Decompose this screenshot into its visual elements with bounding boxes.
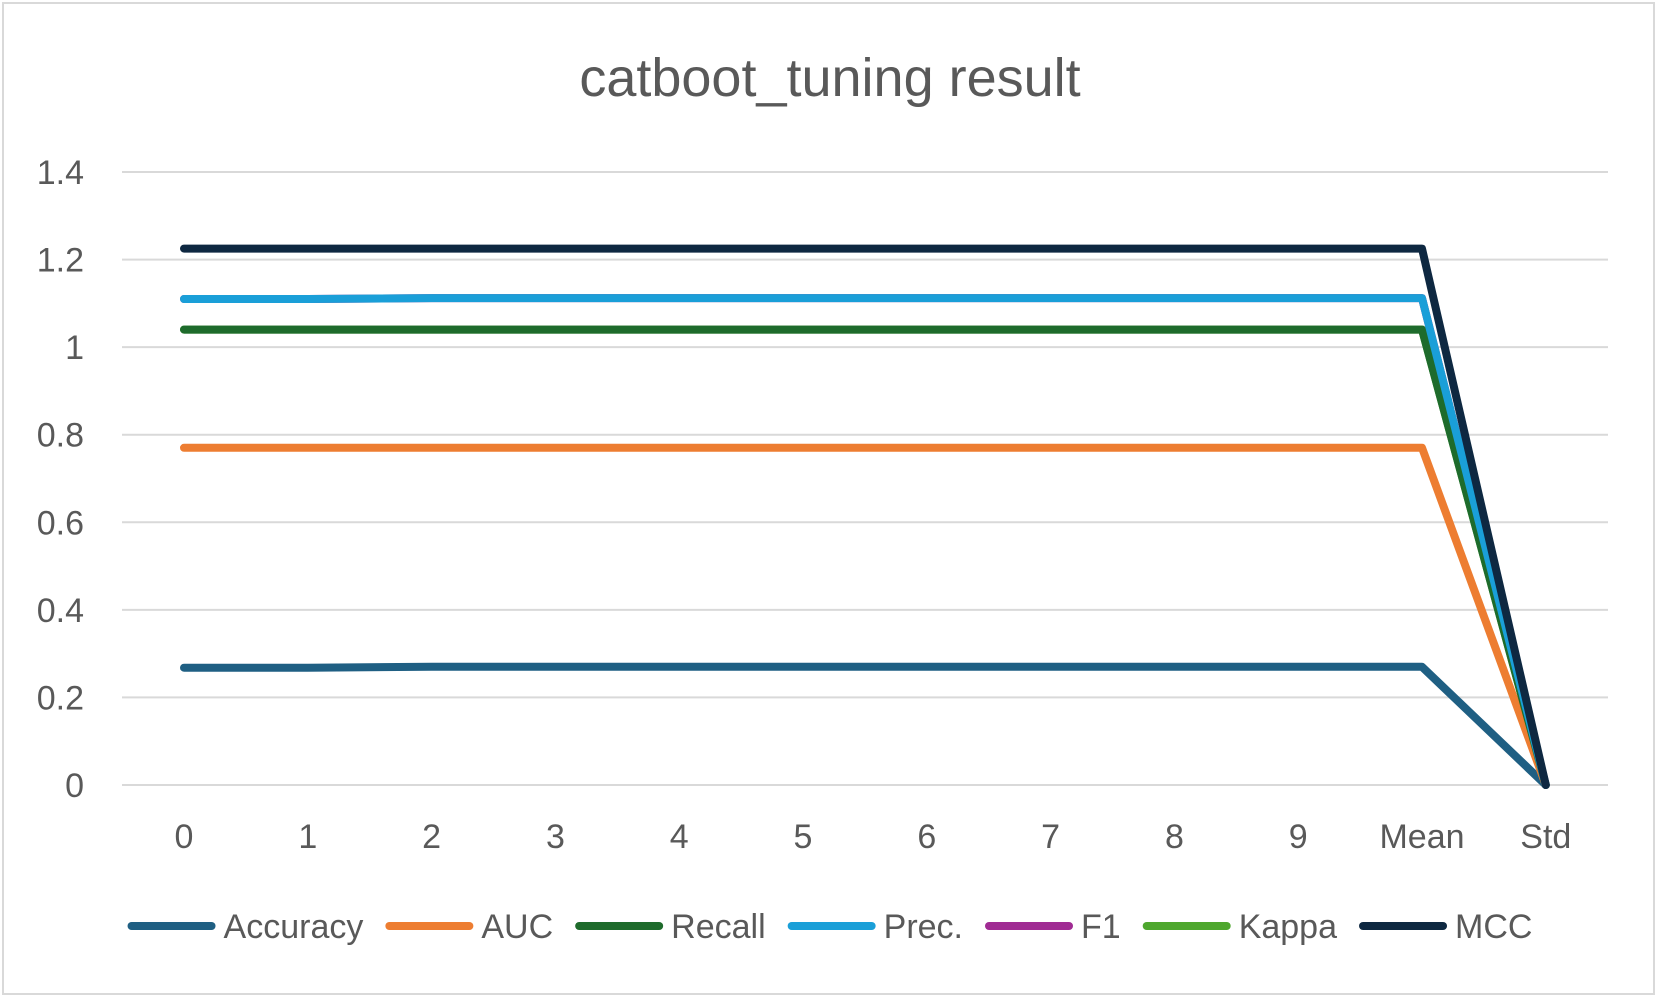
legend: Accuracy AUC Recall Prec. F1 Kappa MCC (127, 908, 1532, 946)
x-tick-label: 3 (546, 818, 565, 856)
x-tick-label: 0 (175, 818, 194, 856)
y-tick-label: 0.6 (37, 504, 84, 542)
series-line-recall (180, 325, 1550, 789)
chart-title: catboot_tuning result (579, 48, 1080, 108)
x-tick-label: 5 (794, 818, 813, 856)
legend-label: MCC (1455, 908, 1532, 946)
series-line-f1 (180, 294, 1550, 789)
series-lines (180, 244, 1550, 789)
legend-item-kappa: Kappa (1142, 908, 1337, 946)
y-tick-label: 1.4 (37, 154, 84, 192)
legend-label: Accuracy (224, 908, 364, 946)
y-tick-label: 0 (65, 767, 84, 805)
y-tick-label: 0.4 (37, 592, 84, 630)
x-tick-label: 7 (1041, 818, 1060, 856)
series-line-kappa (180, 325, 1550, 789)
legend-item-mcc: MCC (1359, 908, 1532, 946)
legend-label: Prec. (884, 908, 963, 946)
legend-label: Kappa (1239, 908, 1337, 946)
x-tick-label: 9 (1289, 818, 1308, 856)
x-tick-label: Std (1520, 818, 1571, 856)
legend-label: F1 (1081, 908, 1121, 946)
legend-item-recall: Recall (575, 908, 766, 946)
series-line-prec (180, 294, 1550, 789)
legend-item-f1: F1 (985, 908, 1121, 946)
y-tick-label: 0.8 (37, 417, 84, 455)
legend-item-prec: Prec. (787, 908, 963, 946)
legend-label: AUC (481, 908, 553, 946)
y-tick-label: 1 (65, 329, 84, 367)
legend-item-accuracy: Accuracy (127, 908, 364, 946)
y-axis-tick-labels: 0 0.2 0.4 0.6 0.8 1 1.2 1.4 (37, 154, 84, 805)
x-tick-label: 4 (670, 818, 689, 856)
y-tick-label: 0.2 (37, 679, 84, 717)
x-tick-label: 1 (298, 818, 317, 856)
x-tick-label: 8 (1165, 818, 1184, 856)
series-line-accuracy (180, 662, 1550, 789)
legend-item-auc: AUC (385, 908, 553, 946)
x-tick-label: 6 (917, 818, 936, 856)
gridlines (122, 171, 1608, 786)
x-axis-tick-labels: 0 1 2 3 4 5 6 7 8 9 Mean Std (175, 818, 1572, 856)
y-tick-label: 1.2 (37, 242, 84, 280)
legend-label: Recall (671, 908, 765, 946)
x-tick-label: Mean (1379, 818, 1464, 856)
series-line-mcc (180, 244, 1550, 789)
series-line-auc (180, 443, 1550, 789)
x-tick-label: 2 (422, 818, 441, 856)
